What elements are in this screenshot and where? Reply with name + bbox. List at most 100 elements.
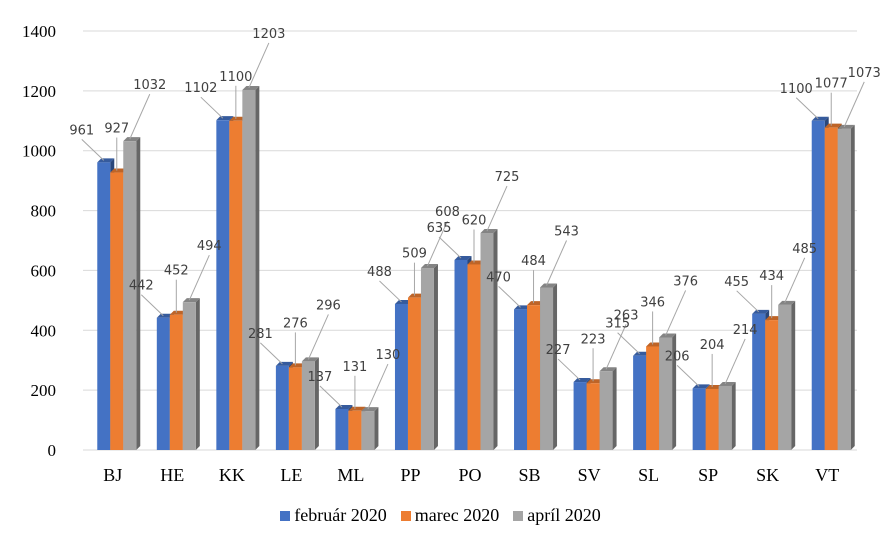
leader-line <box>546 240 567 286</box>
leader-line <box>486 185 508 232</box>
bar-top <box>646 342 664 347</box>
bar-front <box>646 346 660 450</box>
bar <box>540 283 558 450</box>
bar-top <box>718 381 736 386</box>
bar-side <box>374 407 379 450</box>
data-label: 281 <box>248 327 273 342</box>
bar-front <box>778 304 792 450</box>
data-label: 137 <box>308 370 333 385</box>
legend-item-apr: apríl 2020 <box>513 505 601 526</box>
bar-side <box>612 367 617 450</box>
legend-label-mar: marec 2020 <box>414 505 500 525</box>
bar-side <box>493 229 498 450</box>
bar-top <box>633 351 651 356</box>
bar-top <box>454 255 472 260</box>
bar-top <box>527 301 545 306</box>
bar-top <box>97 158 115 163</box>
bar-top <box>288 363 306 368</box>
y-axis-tick-labels: 0 200 400 600 800 1000 1200 1400 <box>22 22 56 460</box>
data-label: 1102 <box>184 81 217 96</box>
bar-front <box>242 89 256 450</box>
bar <box>659 333 677 450</box>
bar-top <box>361 407 379 412</box>
bar-top <box>837 124 855 129</box>
bar-front <box>692 388 706 450</box>
x-tick-label: PP <box>400 465 420 485</box>
y-tick-label: 200 <box>31 381 57 400</box>
data-label: 620 <box>462 213 487 228</box>
leader-line <box>129 93 151 140</box>
leader-line <box>784 257 806 304</box>
leader-line <box>843 81 865 128</box>
bar-front <box>97 162 111 451</box>
x-tick-label: ML <box>337 465 364 485</box>
bar <box>837 124 855 451</box>
bar-side <box>731 381 736 450</box>
bar-front <box>837 128 851 450</box>
bar <box>778 300 796 450</box>
data-label: 130 <box>376 348 401 363</box>
y-tick-label: 1200 <box>22 82 56 101</box>
bar-front <box>480 233 494 450</box>
leader-line <box>140 294 164 317</box>
bar-side <box>850 124 855 451</box>
data-label: 204 <box>700 338 725 353</box>
bar-top <box>752 309 770 314</box>
leader-line <box>188 254 210 301</box>
data-label: 346 <box>640 295 665 310</box>
bar-top <box>599 367 617 372</box>
bar-top <box>765 316 783 321</box>
y-tick-label: 1000 <box>22 142 56 161</box>
data-label: 1203 <box>252 27 285 42</box>
data-label: 961 <box>69 123 94 138</box>
legend-item-feb: február 2020 <box>280 505 387 526</box>
bar-front <box>467 264 481 450</box>
bar-front <box>718 385 732 450</box>
bar-top <box>335 404 353 409</box>
x-tick-label: SP <box>698 465 718 485</box>
bar <box>361 407 379 450</box>
bar-top <box>586 379 604 384</box>
bar-top <box>811 116 829 121</box>
bar-front <box>599 371 613 450</box>
legend: február 2020 marec 2020 apríl 2020 <box>0 505 881 526</box>
bar-top <box>216 116 234 121</box>
data-label: 1100 <box>219 70 252 85</box>
x-tick-label: HE <box>160 465 184 485</box>
bar-side <box>195 298 200 450</box>
data-label: 442 <box>129 279 154 294</box>
bar-front <box>394 303 408 450</box>
bar-side <box>255 85 260 450</box>
data-label: 276 <box>283 316 308 331</box>
x-tick-label: KK <box>219 465 245 485</box>
x-tick-label: SK <box>756 465 779 485</box>
bar-front <box>527 305 541 450</box>
bar-front <box>824 127 838 451</box>
leader-line <box>200 96 224 119</box>
leader-line <box>736 290 760 313</box>
bar-front <box>586 383 600 450</box>
data-label: 206 <box>665 349 690 364</box>
data-label: 263 <box>614 308 639 323</box>
leader-line <box>617 332 640 355</box>
y-tick-label: 0 <box>48 441 57 460</box>
legend-label-feb: február 2020 <box>294 505 387 525</box>
data-label: 434 <box>759 269 784 284</box>
data-label: 488 <box>367 265 392 280</box>
data-label: 608 <box>435 205 460 220</box>
bar-front <box>335 408 349 450</box>
data-label: 1032 <box>133 78 166 93</box>
bar-top <box>242 85 260 90</box>
data-label: 223 <box>581 332 606 347</box>
bar-side <box>672 333 677 450</box>
leader-line <box>795 97 819 120</box>
leader-line <box>307 314 329 360</box>
bar <box>123 137 141 450</box>
data-labels: 961 9271032442452494110211001203281276296… <box>69 27 881 410</box>
bar <box>182 298 200 450</box>
bar-top <box>394 299 412 304</box>
bar-front <box>705 388 719 450</box>
bar <box>480 229 498 450</box>
x-tick-label: BJ <box>103 465 122 485</box>
legend-swatch-apr <box>513 510 524 521</box>
